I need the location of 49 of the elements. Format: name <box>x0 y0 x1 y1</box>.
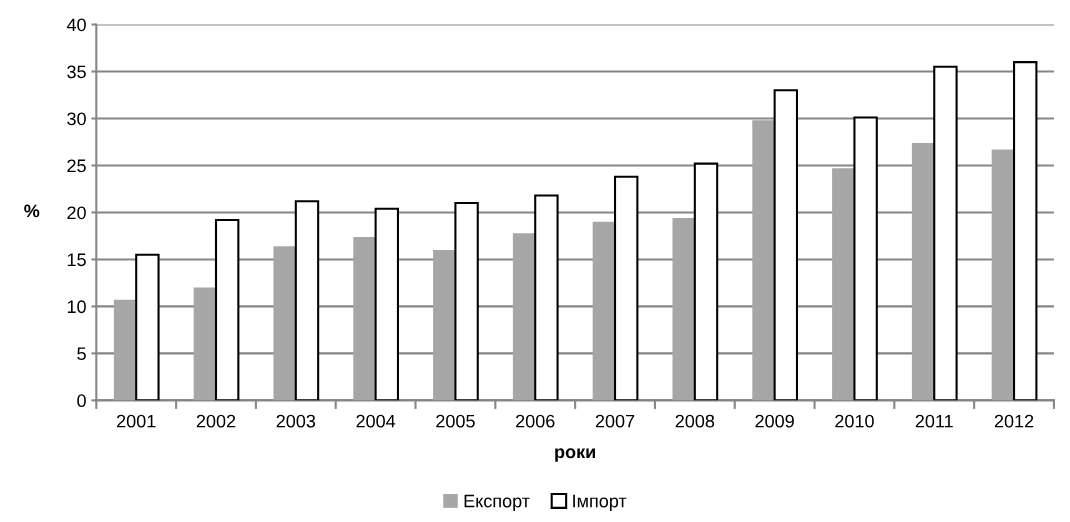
bar <box>773 89 799 401</box>
bar <box>592 221 616 401</box>
y-axis-title: % <box>24 204 40 218</box>
x-axis-title: роки <box>555 448 595 462</box>
bar <box>693 162 719 401</box>
y-tick-label: 20 <box>67 206 86 220</box>
legend-label: Експорт <box>464 494 530 511</box>
y-tick-label: 10 <box>67 300 86 314</box>
bar <box>374 207 399 401</box>
x-tick-label: 2006 <box>516 414 555 428</box>
x-tick-label: 2007 <box>595 414 635 428</box>
bar <box>113 299 137 401</box>
bar <box>911 142 935 401</box>
bar <box>353 236 376 401</box>
y-tick-label: 5 <box>77 347 86 361</box>
bar <box>454 202 479 401</box>
bar <box>991 149 1015 401</box>
bar <box>752 120 775 401</box>
x-tick-label: 2008 <box>675 414 715 428</box>
bar <box>1013 61 1038 401</box>
bar <box>433 250 456 401</box>
bar <box>933 65 958 401</box>
x-tick-label: 2003 <box>276 414 316 428</box>
bar <box>193 287 217 401</box>
bar <box>512 233 536 401</box>
legend-label: Імпорт <box>573 494 627 511</box>
y-tick-label: 15 <box>67 253 86 267</box>
x-tick-label: 2005 <box>436 414 475 428</box>
bar <box>273 246 296 401</box>
x-tick-label: 2002 <box>196 414 236 428</box>
x-tick-label: 2012 <box>994 414 1034 428</box>
bar <box>613 175 639 401</box>
x-tick-label: 2001 <box>117 414 156 428</box>
bar <box>135 253 160 401</box>
y-tick-label: 25 <box>67 159 86 173</box>
bar <box>853 116 878 401</box>
y-tick-label: 0 <box>77 394 86 408</box>
x-tick-label: 2004 <box>356 414 396 428</box>
x-tick-label: 2011 <box>915 414 953 428</box>
x-tick-label: 2009 <box>755 414 794 428</box>
y-tick-label: 35 <box>67 65 86 79</box>
bar <box>832 168 855 401</box>
bar <box>294 200 320 401</box>
x-tick-label: 2010 <box>835 414 874 428</box>
bar <box>534 194 559 401</box>
y-tick-label: 40 <box>66 18 86 32</box>
bar <box>672 218 695 401</box>
bar <box>214 218 240 401</box>
y-tick-label: 30 <box>67 112 86 126</box>
